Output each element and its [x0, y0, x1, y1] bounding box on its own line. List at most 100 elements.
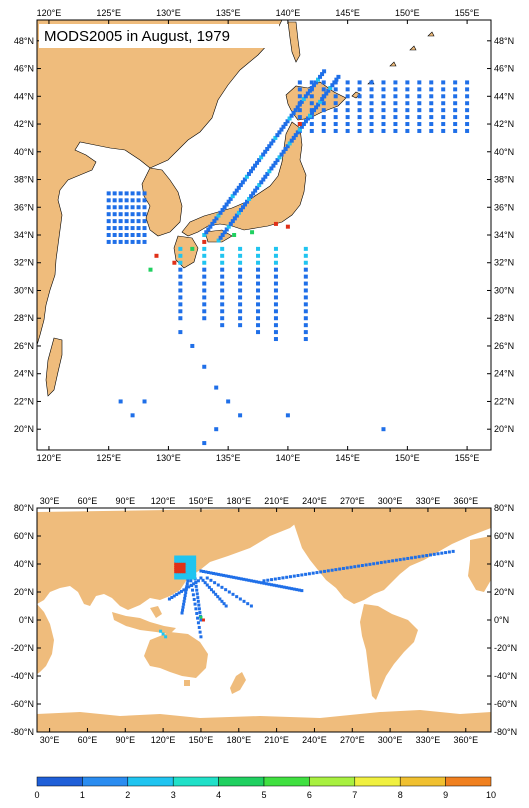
observation-cell — [432, 552, 436, 556]
colorbar-label: 1 — [80, 790, 85, 800]
observation-cell — [178, 555, 182, 559]
observation-cell — [181, 570, 185, 574]
observation-cell — [226, 224, 231, 229]
observation-cell — [238, 183, 243, 188]
observation-cell — [321, 108, 326, 113]
lat-label-left: 20°N — [14, 587, 34, 597]
observation-cell — [262, 581, 266, 585]
lat-label-left: 44°N — [14, 91, 34, 101]
observation-cell — [181, 574, 185, 578]
observation-cell — [181, 576, 185, 580]
observation-cell — [369, 128, 374, 133]
sakhalin — [287, 21, 301, 63]
lon-label-top: 330°E — [416, 496, 441, 506]
observation-cell — [179, 574, 183, 578]
observation-cell — [313, 80, 318, 85]
lat-label-left: 38°N — [14, 175, 34, 185]
observation-cell — [164, 635, 168, 639]
observation-cell — [369, 94, 374, 99]
observation-cell — [357, 564, 361, 568]
observation-cell — [334, 568, 338, 572]
lon-label-bottom: 120°E — [37, 453, 62, 463]
observation-cell — [429, 115, 434, 120]
lat-label-right: -40°N — [494, 671, 517, 681]
bottom-map-observations — [159, 549, 455, 639]
observation-cell — [265, 147, 270, 151]
observation-cell — [453, 128, 458, 133]
observation-cell — [154, 253, 159, 258]
observation-cell — [106, 226, 111, 231]
observation-cell — [136, 226, 141, 231]
observation-cell — [273, 267, 278, 272]
observation-cell — [303, 260, 308, 265]
observation-cell — [441, 122, 446, 127]
observation-cell — [187, 570, 191, 574]
observation-cell — [372, 562, 376, 566]
observation-cell — [256, 323, 261, 328]
observation-cell — [136, 233, 141, 237]
observation-cell — [393, 122, 398, 127]
observation-cell — [220, 233, 225, 237]
observation-cell — [174, 566, 178, 569]
observation-cell — [364, 563, 368, 567]
observation-cell — [345, 94, 350, 99]
observation-cell — [185, 570, 189, 574]
asia-mainland — [36, 19, 283, 346]
lat-label-left: 60°N — [14, 531, 34, 541]
observation-cell — [297, 80, 302, 85]
observation-cell — [333, 115, 338, 120]
observation-cell — [189, 555, 193, 559]
observation-cell — [191, 559, 195, 563]
observation-cell — [405, 128, 410, 133]
observation-cell — [242, 599, 246, 603]
observation-cell — [193, 574, 197, 578]
observation-cell — [181, 605, 185, 609]
greenland — [420, 508, 470, 532]
observation-cell — [296, 574, 300, 578]
observation-cell — [299, 99, 304, 104]
observation-cell — [199, 576, 203, 580]
observation-cell — [291, 110, 296, 115]
observation-cell — [345, 115, 350, 120]
observation-cell — [271, 163, 276, 168]
observation-cell — [247, 578, 251, 582]
observation-cell — [283, 147, 288, 151]
observation-cell — [360, 564, 364, 568]
observation-cell — [202, 260, 207, 265]
observation-cell — [190, 343, 195, 348]
observation-cell — [303, 288, 308, 293]
colorbar-label: 5 — [261, 790, 266, 800]
observation-cell — [130, 226, 135, 231]
observation-cell — [191, 572, 195, 576]
observation-cell — [393, 87, 398, 92]
lon-label-top: 125°E — [96, 8, 121, 18]
observation-cell — [345, 101, 350, 106]
observation-cell — [309, 101, 314, 106]
observation-cell — [267, 144, 272, 149]
observation-cell — [319, 570, 323, 574]
observation-cell — [256, 274, 261, 279]
observation-cell — [190, 246, 195, 251]
observation-cell — [202, 267, 207, 272]
observation-cell — [320, 72, 325, 77]
top-map-observations — [106, 69, 470, 446]
observation-cell — [222, 573, 226, 577]
observation-cell — [124, 198, 129, 203]
observation-cell — [301, 97, 306, 102]
lat-label-right: 46°N — [494, 64, 514, 74]
observation-cell — [181, 572, 185, 576]
observation-cell — [222, 205, 227, 210]
observation-cell — [272, 583, 276, 587]
lat-label-right: 80°N — [494, 503, 514, 513]
observation-cell — [381, 128, 386, 133]
observation-cell — [185, 576, 189, 580]
lat-label-right: 28°N — [494, 313, 514, 323]
observation-cell — [441, 87, 446, 92]
observation-cell — [441, 94, 446, 99]
observation-cell — [243, 202, 248, 207]
observation-cell — [323, 569, 327, 573]
observation-cell — [136, 212, 141, 217]
observation-cell — [214, 216, 219, 221]
observation-cell — [238, 208, 243, 213]
lat-label-right: -60°N — [494, 699, 517, 709]
